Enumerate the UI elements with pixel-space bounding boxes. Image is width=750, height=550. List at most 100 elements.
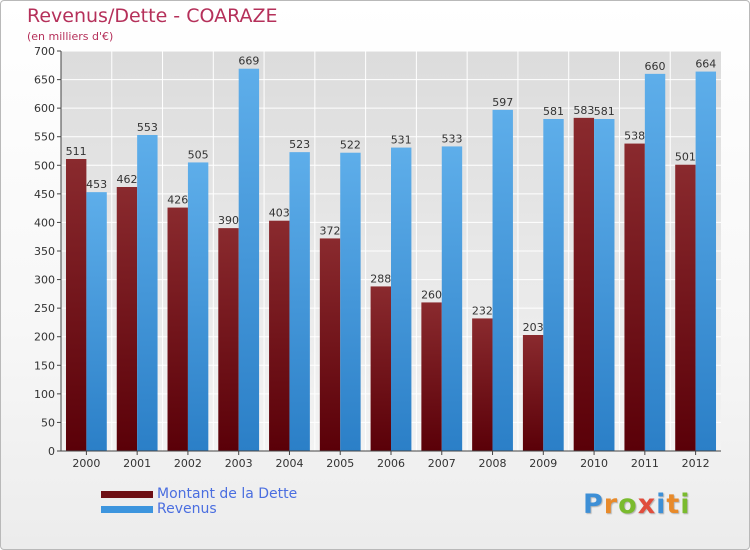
x-tick-label: 2004 <box>275 457 303 470</box>
bar-revenus-2006 <box>391 147 412 452</box>
data-label-dette-2011: 538 <box>624 130 645 143</box>
legend-item-dette: Montant de la Dette <box>101 487 297 502</box>
bar-dette-2006 <box>370 286 391 451</box>
y-tick-label: 50 <box>41 416 55 429</box>
logo-letter: i <box>680 489 691 520</box>
data-label-revenus-2000: 453 <box>86 178 107 191</box>
data-labels: 511 453 462 553 426 505 390 669 403 523 372 522 288 5… <box>66 55 717 334</box>
bar-dette-2001 <box>116 187 138 451</box>
data-label-revenus-2005: 522 <box>340 139 361 152</box>
y-tick-label: 250 <box>34 302 55 315</box>
data-label-dette-2008: 232 <box>472 304 493 317</box>
data-label-dette-2007: 260 <box>421 288 442 301</box>
data-label-revenus-2008: 597 <box>492 96 513 109</box>
legend: Montant de la Dette Revenus <box>101 487 297 517</box>
x-tick-label: 2002 <box>174 457 202 470</box>
data-label-dette-2006: 288 <box>370 272 391 285</box>
bar-revenus-2003 <box>238 68 260 451</box>
data-label-dette-2000: 511 <box>66 145 87 158</box>
data-label-dette-2005: 372 <box>320 224 341 237</box>
bar-revenus-2005 <box>340 152 361 451</box>
logo-letter: r <box>603 489 619 520</box>
legend-swatch-dette <box>101 491 153 498</box>
x-tick-label: 2000 <box>72 457 100 470</box>
bar-revenus-2000 <box>86 192 107 451</box>
data-label-dette-2010: 583 <box>573 104 594 117</box>
x-tick-label: 2005 <box>326 457 354 470</box>
bar-revenus-2009 <box>543 119 564 451</box>
proxiti-logo: Proxiti <box>583 489 691 520</box>
x-tick-label: 2003 <box>225 457 253 470</box>
bar-dette-2007 <box>421 302 442 451</box>
bar-dette-2011 <box>624 143 645 452</box>
x-tick-label: 2001 <box>123 457 151 470</box>
y-tick-label: 450 <box>34 188 55 201</box>
y-tick-label: 350 <box>34 245 55 258</box>
data-label-revenus-2011: 660 <box>645 60 666 73</box>
x-tick-label: 2012 <box>682 457 710 470</box>
data-label-dette-2003: 390 <box>218 214 239 227</box>
y-tick-label: 600 <box>34 102 55 115</box>
y-tick-label: 650 <box>34 74 55 87</box>
legend-label-revenus: Revenus <box>157 501 217 517</box>
bar-revenus-2007 <box>441 146 463 451</box>
y-tick-label: 700 <box>34 45 55 58</box>
logo-letter: t <box>666 489 681 520</box>
logo-letter: o <box>618 489 638 520</box>
data-label-dette-2009: 203 <box>523 321 544 334</box>
x-tick-label: 2008 <box>479 457 507 470</box>
x-tick-label: 2011 <box>631 457 659 470</box>
data-label-revenus-2009: 581 <box>543 105 564 118</box>
logo-letter: x <box>637 489 657 520</box>
y-tick-label: 0 <box>48 445 55 458</box>
y-tick-label: 100 <box>34 388 55 401</box>
legend-swatch-revenus <box>101 506 153 513</box>
bar-revenus-2002 <box>187 162 209 451</box>
y-tick-label: 150 <box>34 359 55 372</box>
bar-dette-2004 <box>269 220 290 451</box>
data-label-dette-2012: 501 <box>675 151 696 164</box>
data-label-dette-2001: 462 <box>116 173 137 186</box>
bar-revenus-2012 <box>695 71 717 452</box>
legend-item-revenus: Revenus <box>101 502 297 517</box>
bar-revenus-2010 <box>594 119 615 451</box>
chart-subtitle: (en milliers d'€) <box>27 30 114 43</box>
axis-ticks: 0 50 100 150 200 250 300 350 400 450 500 550 600 650 7… <box>34 45 710 470</box>
bar-dette-2000 <box>65 159 87 451</box>
data-label-dette-2002: 426 <box>167 194 188 207</box>
bars <box>65 68 717 452</box>
chart-title: Revenus/Dette - COARAZE <box>27 5 278 27</box>
bar-dette-2012 <box>675 164 696 451</box>
bar-revenus-2004 <box>289 152 310 451</box>
data-label-revenus-2007: 533 <box>441 132 462 145</box>
y-tick-label: 200 <box>34 331 55 344</box>
bar-revenus-2011 <box>644 73 666 451</box>
bar-dette-2008 <box>472 318 493 451</box>
data-label-dette-2004: 403 <box>269 207 290 220</box>
data-label-revenus-2002: 505 <box>188 148 209 161</box>
data-label-revenus-2003: 669 <box>238 55 259 68</box>
legend-label-dette: Montant de la Dette <box>157 486 298 502</box>
y-tick-label: 500 <box>34 159 55 172</box>
y-tick-label: 300 <box>34 274 55 287</box>
logo-letter: i <box>656 489 667 520</box>
bar-dette-2009 <box>522 335 544 451</box>
bar-dette-2010 <box>573 117 595 451</box>
y-tick-label: 550 <box>34 131 55 144</box>
data-label-revenus-2006: 531 <box>391 134 412 147</box>
bar-revenus-2008 <box>492 109 513 451</box>
bar-dette-2002 <box>167 207 188 451</box>
x-tick-label: 2007 <box>428 457 456 470</box>
x-tick-label: 2006 <box>377 457 405 470</box>
y-tick-label: 400 <box>34 216 55 229</box>
data-label-revenus-2004: 523 <box>289 138 310 151</box>
data-label-revenus-2012: 664 <box>695 58 716 71</box>
x-tick-label: 2009 <box>529 457 557 470</box>
bar-dette-2005 <box>319 238 341 451</box>
bar-dette-2003 <box>218 228 239 451</box>
bar-revenus-2001 <box>137 135 158 451</box>
logo-letter: P <box>583 489 604 520</box>
x-tick-label: 2010 <box>580 457 608 470</box>
